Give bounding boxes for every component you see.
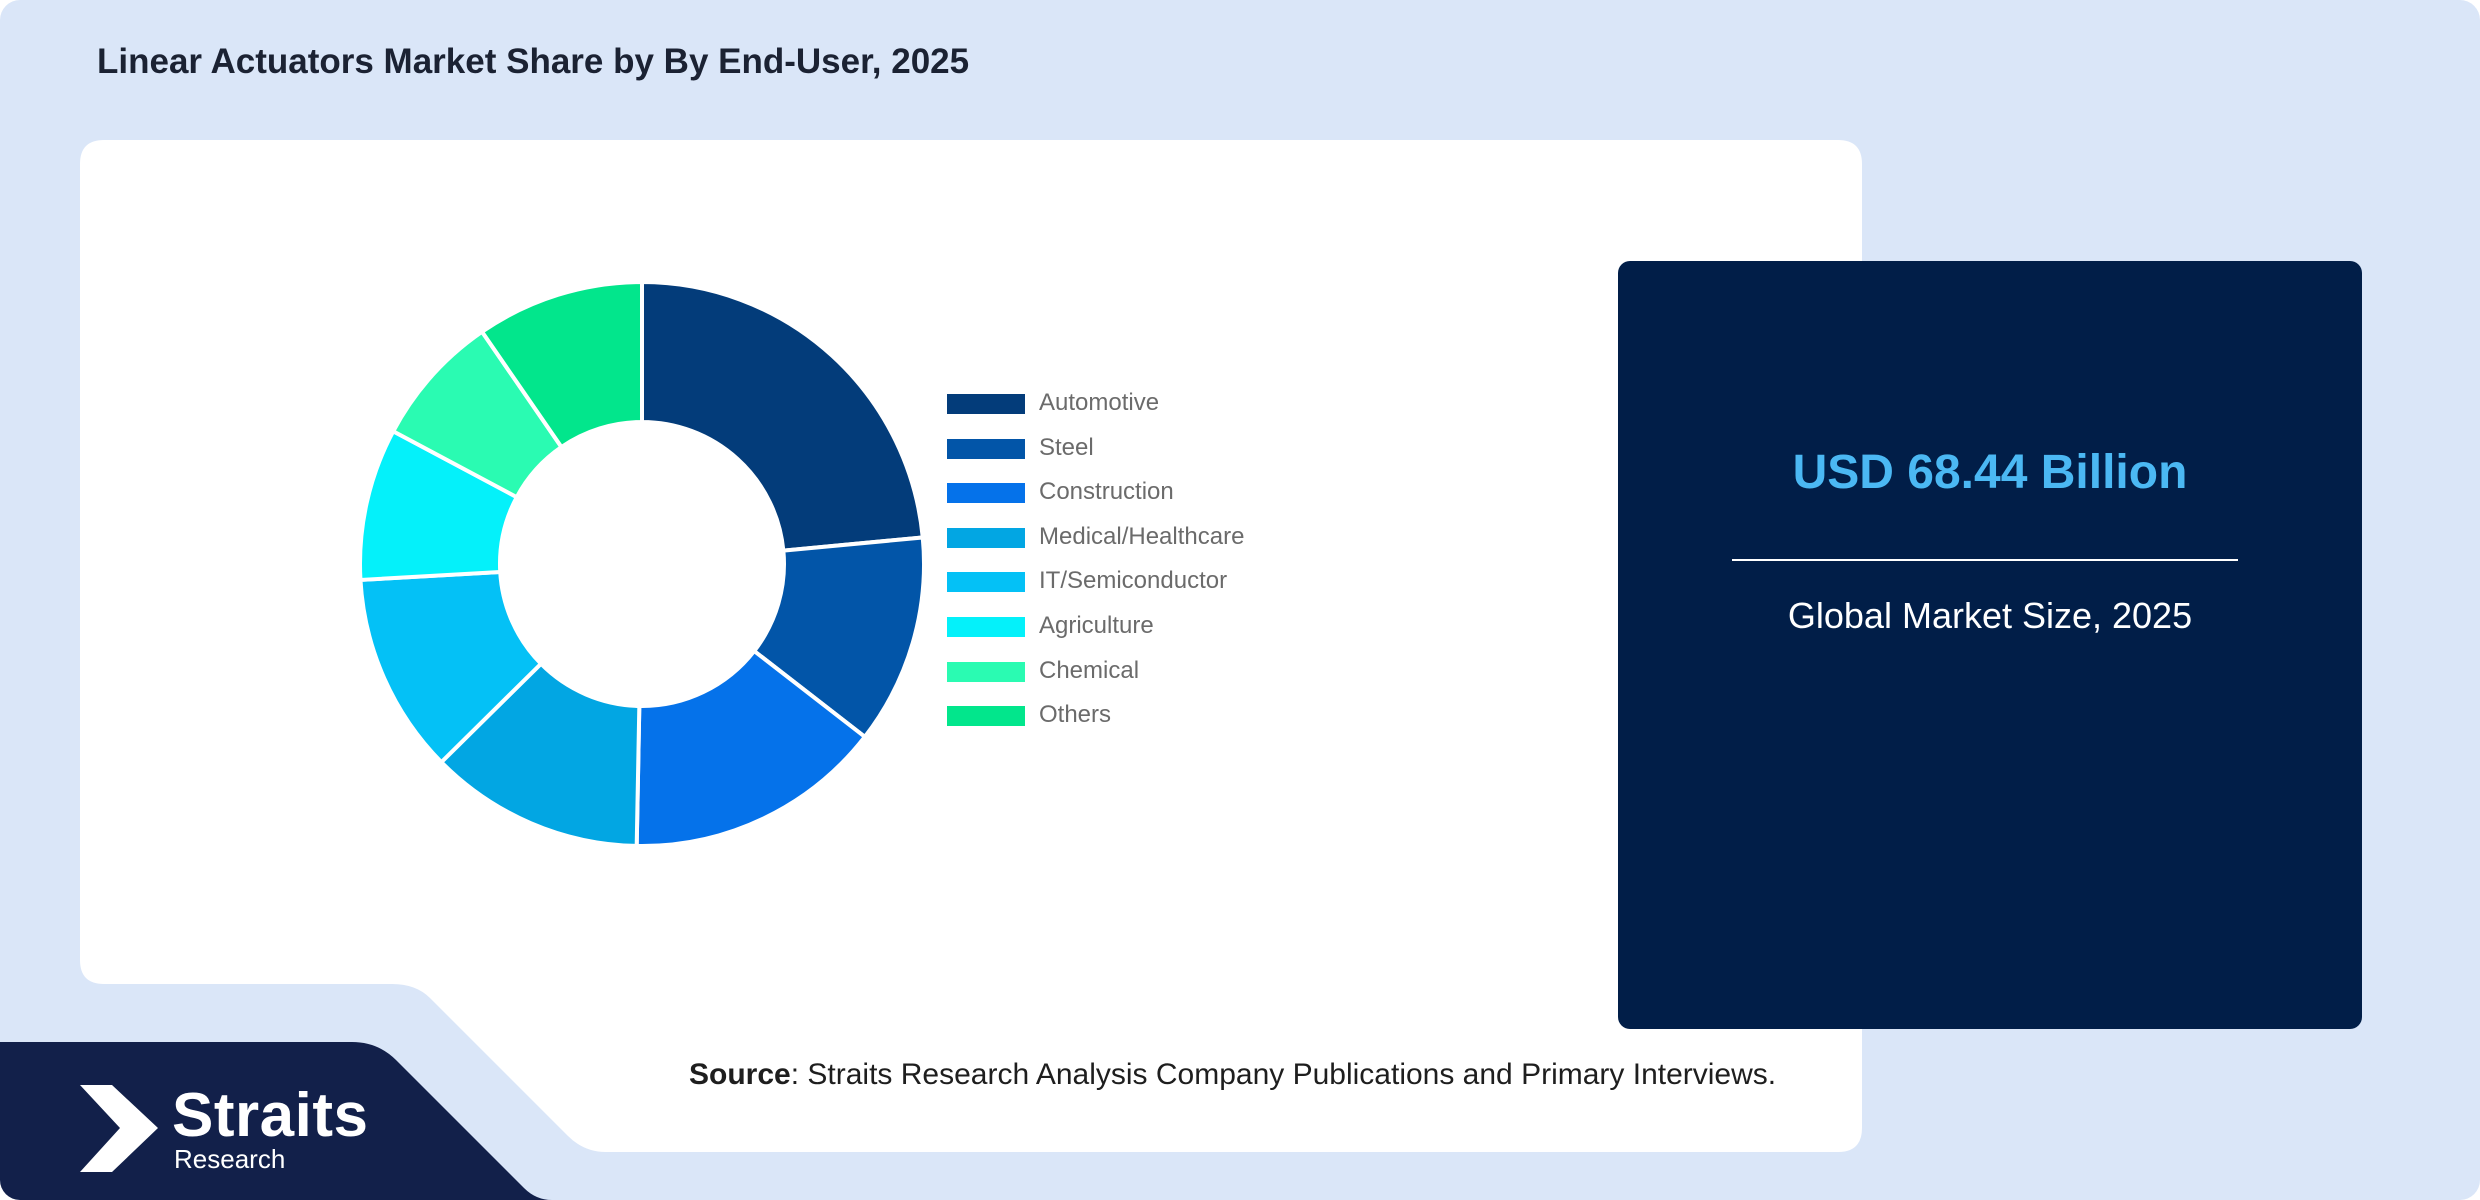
legend-label: Construction bbox=[1039, 478, 1174, 506]
legend-swatch bbox=[947, 616, 1025, 637]
legend-label: Agriculture bbox=[1039, 611, 1154, 639]
logo-subtitle: Research bbox=[174, 1144, 286, 1174]
legend-swatch bbox=[947, 706, 1025, 727]
market-size-caption: Global Market Size, 2025 bbox=[1787, 595, 2193, 636]
source-note: Source: Straits Research Analysis Compan… bbox=[689, 1058, 1776, 1092]
logo-wordmark: Straits bbox=[172, 1081, 369, 1150]
donut-slice-steel bbox=[751, 535, 926, 740]
legend-swatch bbox=[947, 394, 1025, 414]
legend-label: Medical/Healthcare bbox=[1039, 522, 1245, 550]
legend-swatch bbox=[947, 438, 1025, 459]
legend-label: Steel bbox=[1039, 433, 1094, 461]
legend-label: Chemical bbox=[1039, 656, 1140, 684]
legend-swatch bbox=[947, 527, 1025, 548]
source-text: : Straits Research Analysis Company Publ… bbox=[790, 1058, 1777, 1091]
donut-slice-others bbox=[479, 279, 644, 450]
legend-swatch bbox=[947, 661, 1025, 682]
market-divider bbox=[1732, 559, 2238, 561]
market-size-value: USD 68.44 Billion bbox=[1792, 446, 2188, 499]
legend-swatch bbox=[947, 483, 1025, 504]
legend-swatch bbox=[947, 572, 1025, 593]
source-label: Source bbox=[689, 1058, 791, 1091]
legend-label: Automotive bbox=[1039, 389, 1160, 416]
legend-label: IT/Semiconductor bbox=[1039, 567, 1228, 595]
donut-slice-construction bbox=[634, 648, 868, 848]
market-size-panel: USD 68.44 Billion Global Market Size, 20… bbox=[1618, 261, 2362, 1029]
legend-label: Others bbox=[1039, 701, 1112, 729]
page-title: Linear Actuators Market Share by By End-… bbox=[97, 42, 970, 81]
donut-slice-automotive bbox=[640, 279, 925, 553]
